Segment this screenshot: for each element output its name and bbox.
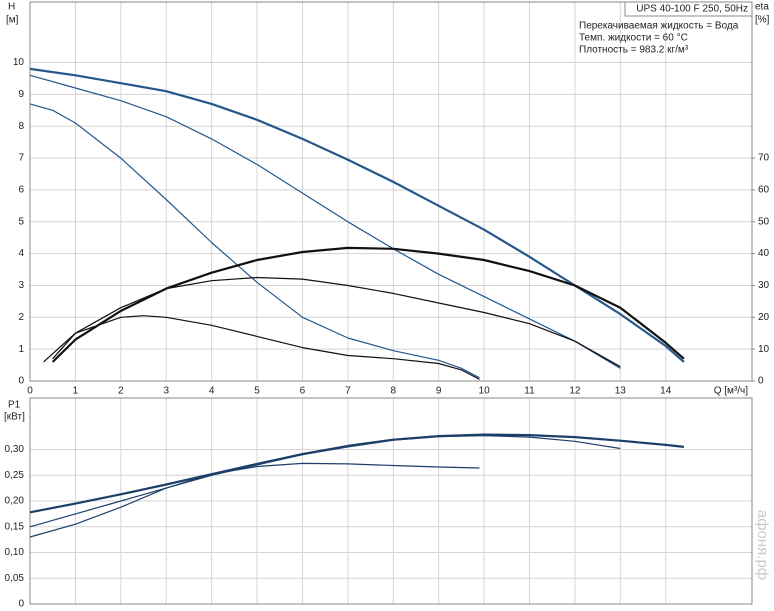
y2-tick-label: 50 — [758, 216, 770, 227]
info-line: Плотность = 983.2 кг/м³ — [579, 45, 689, 56]
y-tick-label: 0,25 — [5, 470, 25, 481]
curve — [29, 103, 480, 379]
x-tick-label: 0 — [27, 386, 33, 397]
y-tick-label: 10 — [13, 57, 25, 68]
legend-title: UPS 40-100 F 250, 50Hz — [636, 4, 748, 15]
curve — [29, 74, 621, 369]
y2-unit: [%] — [755, 15, 770, 26]
x-tick-label: 2 — [118, 386, 124, 397]
y2-tick-label: 30 — [758, 280, 770, 291]
info-line: Перекачиваемая жидкость = Вода — [579, 21, 739, 32]
y-label: H — [8, 2, 15, 13]
y-tick-label: 0,15 — [5, 521, 25, 532]
x-tick-label: 14 — [660, 386, 672, 397]
x-label: Q [м³/ч] — [714, 386, 749, 397]
y2-tick-label: 70 — [758, 153, 770, 164]
y-tick-label: 7 — [18, 153, 24, 164]
info-line: Темп. жидкости = 60 °C — [579, 33, 688, 44]
y-unit: [м] — [6, 15, 19, 26]
y-tick-label: 0 — [18, 599, 24, 610]
y-tick-label: 1 — [18, 344, 24, 355]
x-tick-label: 11 — [524, 386, 535, 397]
curve — [51, 246, 685, 363]
watermark: афоня.рф — [754, 510, 771, 580]
y-tick-label: 9 — [18, 89, 24, 100]
curve — [29, 67, 685, 363]
x-tick-label: 5 — [254, 386, 260, 397]
y-tick-label: 2 — [18, 312, 24, 323]
y-tick-label: 0,30 — [5, 444, 25, 455]
y2-tick-label: 40 — [758, 248, 770, 259]
curve — [29, 435, 621, 528]
top-frame — [29, 1, 753, 382]
x-tick-label: 4 — [209, 386, 215, 397]
x-tick-label: 1 — [73, 386, 79, 397]
y-tick-label: 0,20 — [5, 496, 25, 507]
curve — [52, 315, 480, 380]
x-tick-label: 8 — [390, 386, 396, 397]
x-tick-label: 3 — [163, 386, 169, 397]
curve — [29, 433, 685, 514]
y-tick-label: 4 — [18, 248, 24, 259]
y-tick-label: 0 — [18, 376, 24, 387]
y-tick-label: 6 — [18, 185, 24, 196]
x-tick-label: 9 — [436, 386, 442, 397]
y-tick-label: 8 — [18, 121, 24, 132]
y2-tick-label: 10 — [758, 344, 770, 355]
curve — [29, 462, 480, 538]
x-tick-label: 7 — [345, 386, 351, 397]
y-label: P1 — [8, 400, 21, 411]
x-tick-label: 6 — [300, 386, 306, 397]
bottom-frame — [29, 397, 753, 605]
y2-tick-label: 0 — [758, 376, 764, 387]
y-tick-label: 5 — [18, 216, 24, 227]
x-tick-label: 13 — [615, 386, 627, 397]
y2-tick-label: 60 — [758, 185, 770, 196]
legend-box — [624, 1, 753, 17]
y-tick-label: 0,05 — [5, 573, 25, 584]
y-tick-label: 0,10 — [5, 547, 25, 558]
curve — [43, 276, 621, 368]
x-tick-label: 10 — [479, 386, 491, 397]
y2-label: eta — [755, 2, 769, 13]
x-tick-label: 12 — [569, 386, 581, 397]
y-tick-label: 3 — [18, 280, 24, 291]
y-unit: [кВт] — [4, 412, 25, 423]
y2-tick-label: 20 — [758, 312, 770, 323]
